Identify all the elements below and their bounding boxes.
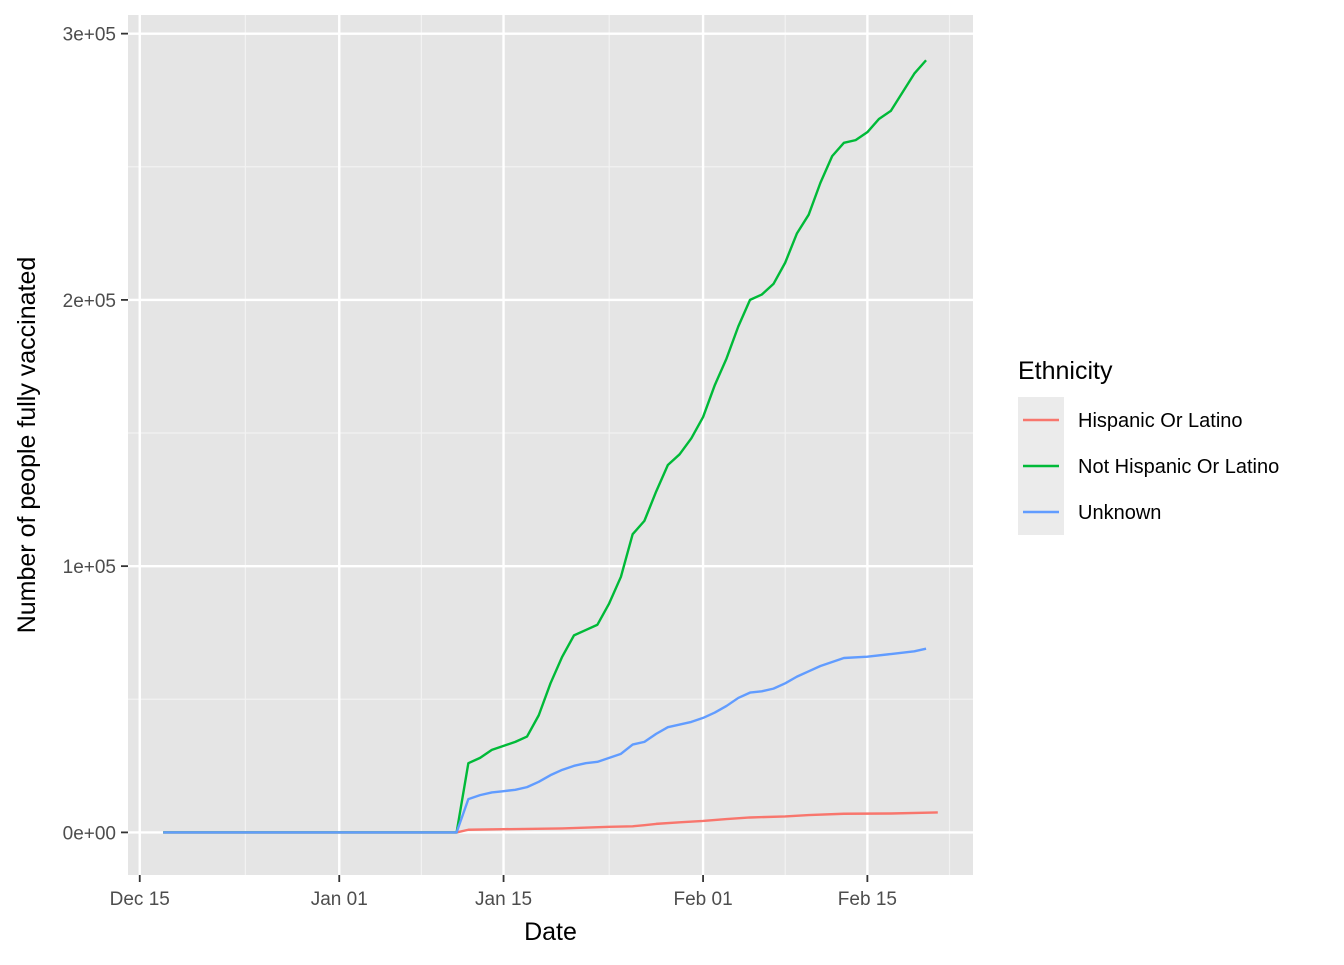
x-tick-label: Dec 15 bbox=[110, 889, 170, 910]
legend-items: Hispanic Or Latino Not Hispanic Or Latino… bbox=[1023, 410, 1279, 524]
series-line bbox=[163, 647, 927, 834]
y-tick-label: 3e+05 bbox=[63, 25, 116, 46]
major-gridlines bbox=[128, 15, 973, 875]
x-axis: Dec 15 Jan 01 Jan 15 Feb 01 Feb 15 bbox=[110, 875, 897, 910]
x-tick-label: Feb 15 bbox=[838, 889, 897, 910]
x-axis-title: Date bbox=[524, 918, 577, 946]
series-line bbox=[163, 59, 927, 834]
minor-gridlines bbox=[128, 15, 973, 875]
legend-title: Ethnicity bbox=[1018, 357, 1113, 385]
y-axis: 0e+00 1e+05 2e+05 3e+05 bbox=[63, 25, 128, 844]
y-tick-label: 1e+05 bbox=[63, 557, 116, 578]
y-tick-label: 2e+05 bbox=[63, 291, 116, 312]
legend: Ethnicity Hispanic Or Latino Not Hispanic… bbox=[1018, 357, 1279, 535]
legend-label: Unknown bbox=[1078, 502, 1161, 524]
series-lines bbox=[163, 59, 938, 834]
x-tick-label: Jan 01 bbox=[311, 889, 368, 910]
x-tick-label: Jan 15 bbox=[475, 889, 532, 910]
series-line bbox=[163, 811, 938, 834]
y-tick-label: 0e+00 bbox=[63, 823, 116, 844]
legend-label: Not Hispanic Or Latino bbox=[1078, 456, 1279, 478]
plot-panel bbox=[128, 15, 973, 875]
legend-label: Hispanic Or Latino bbox=[1078, 410, 1243, 432]
y-axis-title: Number of people fully vaccinated bbox=[13, 257, 41, 634]
x-tick-label: Feb 01 bbox=[673, 889, 732, 910]
